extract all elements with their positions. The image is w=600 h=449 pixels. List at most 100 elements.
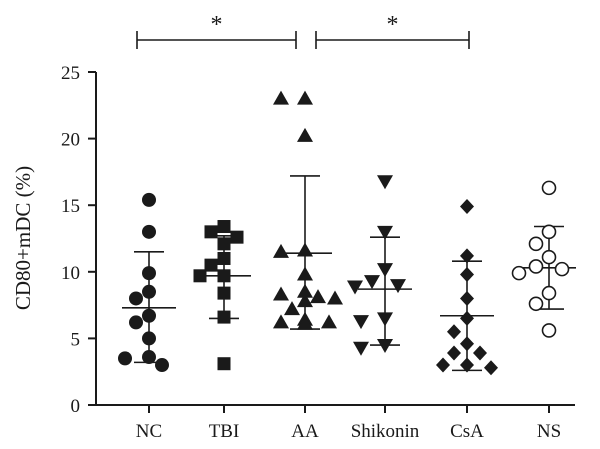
data-point	[142, 224, 156, 239]
significance-brackets: * *	[136, 12, 470, 49]
data-point	[217, 220, 231, 234]
data-point	[230, 230, 244, 244]
data-point	[377, 339, 393, 354]
data-point	[217, 286, 231, 300]
error-bar-shikonin	[358, 236, 412, 346]
points-aa	[273, 90, 343, 330]
data-point	[473, 345, 487, 361]
data-point	[460, 290, 474, 306]
data-point	[297, 266, 313, 281]
data-point	[142, 350, 156, 365]
data-point	[273, 90, 289, 105]
data-point	[528, 236, 544, 252]
data-point	[447, 345, 461, 361]
data-point	[217, 357, 231, 371]
points-nc	[118, 192, 169, 373]
data-point	[541, 285, 557, 301]
significance-star: *	[211, 12, 223, 38]
data-point	[390, 279, 406, 294]
data-point	[541, 180, 557, 196]
data-point	[273, 286, 289, 301]
x-category-label: TBI	[209, 421, 240, 442]
data-point	[273, 314, 289, 329]
axes	[95, 72, 575, 406]
data-point	[460, 266, 474, 282]
data-point	[364, 275, 380, 290]
x-category-label: CsA	[450, 421, 484, 442]
y-tick-label: 10	[61, 263, 80, 284]
significance-star: *	[387, 12, 399, 38]
y-tick-label: 15	[61, 196, 80, 217]
points-tbi	[193, 220, 244, 371]
data-point	[129, 315, 143, 330]
data-point	[217, 269, 231, 283]
data-point	[541, 224, 557, 240]
data-point	[436, 357, 450, 373]
data-point	[297, 90, 313, 105]
significance-bracket: *	[136, 12, 297, 49]
data-point	[541, 323, 557, 338]
data-point	[297, 242, 313, 257]
data-point	[155, 358, 169, 373]
data-point	[377, 312, 393, 327]
data-point	[193, 269, 207, 283]
data-point	[217, 237, 231, 251]
data-point	[310, 289, 326, 304]
data-point	[460, 310, 474, 326]
data-point	[204, 258, 218, 272]
data-point	[142, 284, 156, 299]
data-point	[142, 266, 156, 281]
x-category-label: Shikonin	[351, 421, 420, 442]
data-point	[353, 315, 369, 330]
x-category-label: NC	[136, 421, 162, 442]
data-point	[297, 315, 313, 330]
data-point	[142, 331, 156, 346]
data-point	[273, 243, 289, 258]
data-point	[347, 280, 363, 295]
error-bars	[122, 175, 576, 372]
data-point	[460, 357, 474, 373]
x-category-labels: NC TBI AA Shikonin CsA NS	[136, 405, 561, 442]
data-point	[297, 283, 313, 298]
data-point	[528, 296, 544, 312]
data-point	[297, 293, 313, 308]
data-point	[554, 261, 570, 277]
data-point	[377, 225, 393, 240]
points-ns	[511, 180, 570, 338]
points-shikonin	[347, 175, 406, 356]
y-ticks: 0 5 10 15 20 25	[61, 63, 96, 417]
significance-bracket: *	[315, 12, 470, 49]
data-point	[353, 341, 369, 356]
y-tick-label: 0	[71, 396, 81, 417]
y-tick-label: 5	[71, 329, 81, 350]
data-point	[321, 314, 337, 329]
data-point	[460, 248, 474, 264]
data-point	[129, 291, 143, 306]
data-point	[142, 308, 156, 323]
data-point	[297, 127, 313, 142]
data-point	[528, 259, 544, 274]
data-point	[217, 251, 231, 265]
y-tick-label: 20	[61, 130, 80, 151]
data-points	[118, 90, 570, 376]
data-point	[460, 199, 474, 215]
x-category-label: NS	[537, 421, 561, 442]
data-point	[118, 351, 132, 366]
data-point	[447, 324, 461, 340]
x-category-label: AA	[291, 421, 319, 442]
data-point	[142, 192, 156, 207]
data-point	[377, 263, 393, 278]
data-point	[541, 249, 557, 265]
data-point	[511, 265, 527, 281]
data-point	[484, 360, 498, 376]
y-tick-label: 25	[61, 63, 80, 84]
data-point	[460, 336, 474, 352]
y-axis-title: CD80+mDC (%)	[11, 166, 35, 310]
data-point	[284, 301, 300, 316]
data-point	[327, 290, 343, 305]
data-point	[217, 310, 231, 324]
data-point	[204, 225, 218, 239]
data-point	[377, 175, 393, 190]
points-csa	[436, 199, 498, 376]
